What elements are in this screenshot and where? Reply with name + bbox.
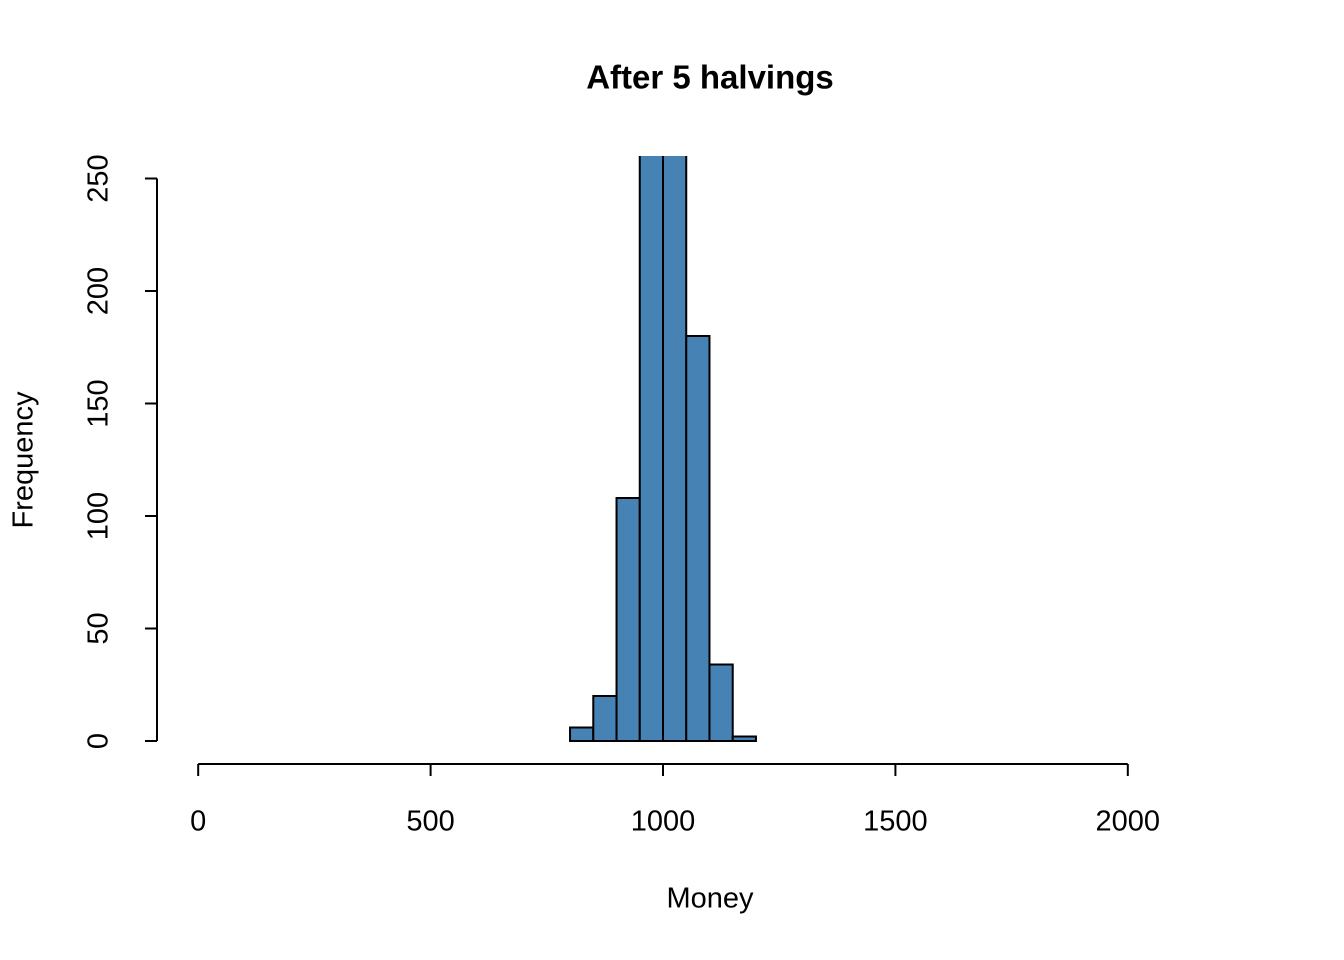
bar [592, 695, 618, 742]
x-tick-label: 0 [190, 806, 206, 838]
y-axis-label: Frequency [8, 391, 40, 529]
bar [662, 156, 688, 742]
y-tick-label: 0 [83, 733, 115, 749]
bar [731, 735, 757, 742]
x-tick-label: 1500 [863, 806, 928, 838]
y-tick-label: 250 [83, 154, 115, 202]
bar [569, 726, 595, 742]
x-tick-label: 1000 [631, 806, 696, 838]
bar [638, 156, 665, 742]
x-tick-label: 2000 [1096, 806, 1161, 838]
chart-title: After 5 halvings [586, 59, 834, 96]
x-tick-label: 500 [406, 806, 454, 838]
bar [685, 335, 711, 742]
y-tick-label: 100 [83, 492, 115, 540]
plot-area [569, 156, 757, 742]
y-tick-label: 50 [83, 612, 115, 644]
bar [615, 497, 641, 742]
x-axis-label: Money [666, 883, 754, 915]
y-tick-label: 200 [83, 267, 115, 315]
y-tick-label: 150 [83, 379, 115, 427]
bar [708, 663, 734, 742]
